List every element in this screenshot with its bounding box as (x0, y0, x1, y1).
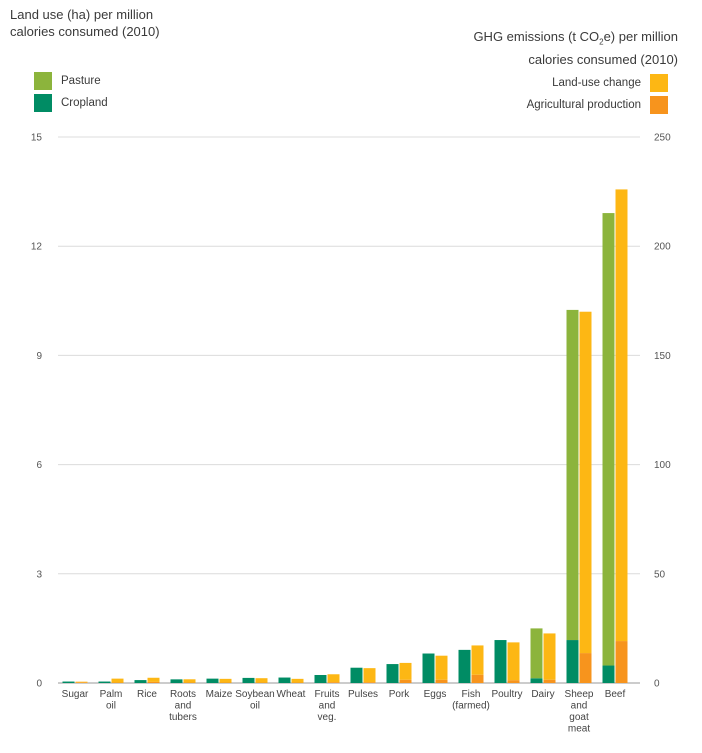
bar-agricultural-production (507, 680, 520, 683)
bar-land-use-change (507, 642, 520, 681)
bar-land-use-change (579, 311, 592, 654)
bar-cropland (566, 640, 579, 683)
category-label: Fruits and veg. (315, 689, 340, 723)
category-label: Poultry (491, 689, 522, 700)
left-tick-label: 3 (36, 569, 42, 580)
right-tick-label: 50 (654, 569, 666, 580)
legend-ghg: Land-use change Agricultural production (527, 72, 668, 116)
legend-item-cropland: Cropland (34, 92, 108, 114)
bar-land-use-change (111, 678, 124, 683)
legend-label-agricultural-production: Agricultural production (526, 99, 641, 111)
bar-agricultural-production (327, 682, 340, 683)
right-tick-label: 250 (654, 133, 671, 144)
category-label: Roots and tubers (169, 689, 197, 723)
bar-agricultural-production (399, 679, 412, 683)
bar-land-use-change (363, 668, 376, 683)
legend-item-pasture: Pasture (34, 70, 108, 92)
bar-cropland (98, 681, 111, 683)
bar-land-use-change (183, 679, 196, 683)
left-axis-title: Land use (ha) per million calories consu… (10, 6, 310, 40)
left-tick-label: 6 (36, 460, 42, 471)
left-tick-label: 12 (31, 242, 43, 253)
category-label: Wheat (277, 689, 306, 700)
bar-cropland (494, 640, 507, 683)
bar-pasture (566, 309, 579, 641)
legend-item-agricultural-production: Agricultural production (527, 94, 668, 116)
left-title-line-2: calories consumed (2010) (10, 24, 160, 39)
bar-cropland (386, 664, 399, 683)
bar-cropland (278, 677, 291, 683)
bar-land-use-change (75, 681, 88, 683)
category-label: Soybean oil (235, 689, 274, 712)
legend-swatch-agricultural-production (650, 96, 668, 114)
left-tick-label: 0 (36, 679, 42, 690)
legend-label-cropland: Cropland (61, 97, 108, 109)
category-label: Pork (389, 689, 411, 700)
category-label: Dairy (531, 689, 554, 700)
bar-land-use-change (399, 662, 412, 680)
right-tick-label: 0 (654, 679, 660, 690)
left-tick-label: 15 (31, 133, 43, 144)
bar-agricultural-production (363, 682, 376, 683)
bar-land-use-change (291, 678, 304, 683)
bar-land-use-change (615, 189, 628, 642)
bar-agricultural-production (75, 682, 88, 683)
category-label: Beef (605, 689, 626, 700)
category-label: Sugar (62, 689, 89, 700)
bar-land-use-change (219, 678, 232, 683)
bar-cropland (62, 681, 75, 683)
bar-pasture (530, 628, 543, 679)
category-label: Pulses (348, 689, 378, 700)
bar-agricultural-production (435, 679, 448, 683)
legend-label-land-use-change: Land-use change (552, 77, 641, 89)
bar-land-use-change (435, 655, 448, 680)
bar-cropland (242, 677, 255, 683)
category-label: Rice (137, 689, 157, 700)
right-tick-label: 100 (654, 460, 671, 471)
legend-item-land-use-change: Land-use change (527, 72, 668, 94)
right-axis-title: GHG emissions (t CO2e) per million calor… (378, 28, 678, 68)
bar-land-use-change (327, 674, 340, 683)
legend-swatch-cropland (34, 94, 52, 112)
bar-agricultural-production (579, 653, 592, 683)
bar-land-use-change (147, 677, 160, 682)
bar-agricultural-production (147, 681, 160, 683)
category-label: Palm oil (100, 689, 123, 712)
bar-cropland (458, 649, 471, 683)
category-label: Eggs (424, 689, 447, 700)
bar-land-use-change (471, 645, 484, 675)
legend-swatch-land-use-change (650, 74, 668, 92)
bar-cropland (530, 678, 543, 683)
bar-land-use-change (543, 633, 556, 680)
category-label: Maize (206, 689, 233, 700)
bar-cropland (422, 653, 435, 683)
bar-cropland (134, 680, 147, 683)
right-title-line-1: GHG emissions (t CO2e) per million (473, 29, 678, 47)
bar-pasture (602, 213, 615, 666)
bar-agricultural-production (543, 679, 556, 683)
right-tick-label: 150 (654, 351, 671, 362)
right-title-line-2: calories consumed (2010) (528, 51, 678, 67)
bar-cropland (170, 679, 183, 683)
bar-agricultural-production (471, 674, 484, 683)
legend-label-pasture: Pasture (61, 75, 101, 87)
category-label: Sheep and goat meat (565, 689, 594, 735)
category-label: Fish (farmed) (452, 689, 490, 712)
bar-cropland (314, 674, 327, 683)
left-title-line-1: Land use (ha) per million (10, 7, 154, 22)
left-tick-label: 9 (36, 351, 42, 362)
legend-swatch-pasture (34, 72, 52, 90)
bar-cropland (602, 665, 615, 683)
legend-land-use: Pasture Cropland (34, 70, 108, 114)
bar-agricultural-production (615, 641, 628, 683)
right-tick-label: 200 (654, 242, 671, 253)
bar-cropland (350, 667, 363, 683)
bar-land-use-change (255, 678, 268, 683)
bar-cropland (206, 678, 219, 683)
